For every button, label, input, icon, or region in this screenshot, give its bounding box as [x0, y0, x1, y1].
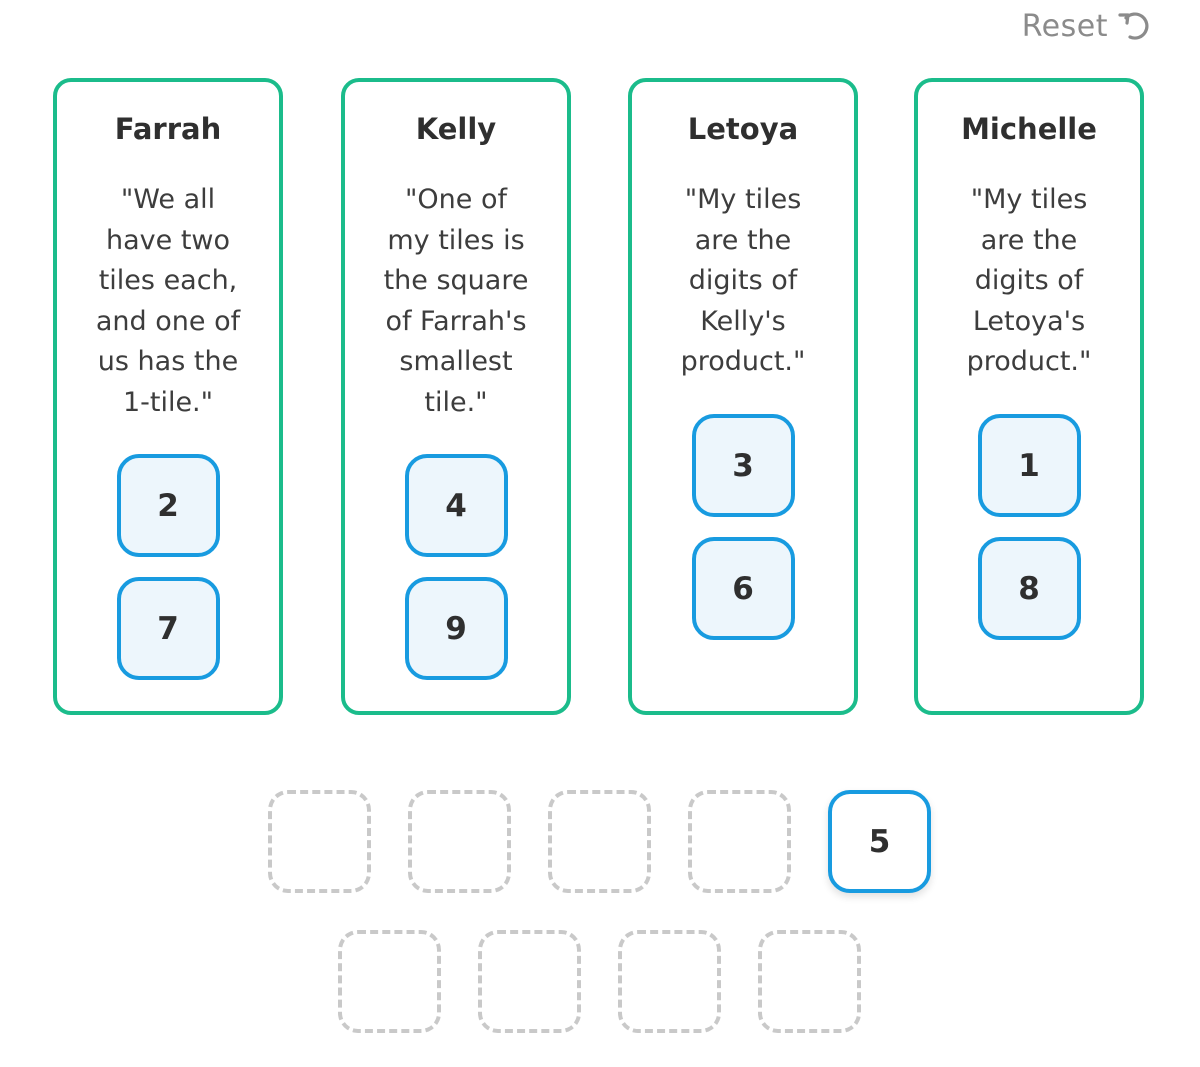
quote-line: "We all: [120, 184, 216, 215]
quote-line: smallest: [399, 346, 513, 377]
empty-tile-slot[interactable]: [408, 790, 511, 893]
card-tile-stack: 3 6: [632, 414, 854, 640]
number-tile[interactable]: 8: [977, 537, 1081, 640]
quote-line: the square: [383, 265, 529, 296]
quote-line: tiles each,: [98, 265, 238, 296]
card-tile-stack: 2 7: [57, 454, 279, 680]
number-tile[interactable]: 3: [691, 414, 795, 517]
quote-line: digits of: [688, 265, 798, 296]
quote-line: of Farrah's: [385, 305, 527, 337]
number-tile[interactable]: 1: [977, 414, 1081, 517]
quote-line: "One of: [404, 184, 507, 215]
quote-line: tile.": [424, 386, 488, 418]
card-quote: "My tiles are the digits of Kelly's prod…: [650, 180, 836, 383]
card-name: Kelly: [415, 112, 497, 146]
card-tile-stack: 4 9: [345, 454, 567, 680]
empty-tile-slot[interactable]: [478, 930, 581, 1033]
quote-line: digits of: [974, 265, 1084, 296]
number-tile[interactable]: 5: [828, 790, 931, 893]
person-card-farrah: Farrah "We all have two tiles each, and …: [53, 78, 283, 715]
quote-line: product.": [966, 346, 1092, 377]
empty-tile-slot[interactable]: [268, 790, 371, 893]
card-quote: "We all have two tiles each, and one of …: [75, 180, 261, 423]
quote-line: 1-tile.": [122, 386, 214, 418]
number-tile[interactable]: 9: [404, 577, 508, 680]
quote-line: "My tiles: [970, 184, 1088, 215]
quote-line: are the: [694, 224, 792, 256]
refresh-icon: [1118, 12, 1149, 40]
quote-line: product.": [680, 346, 806, 377]
empty-tile-slot[interactable]: [618, 930, 721, 1033]
person-card-letoya: Letoya "My tiles are the digits of Kelly…: [628, 78, 858, 715]
quote-line: "My tiles: [684, 184, 802, 215]
card-tile-stack: 1 8: [918, 414, 1140, 640]
empty-tile-slot[interactable]: [548, 790, 651, 893]
card-quote: "My tiles are the digits of Letoya's pro…: [936, 180, 1122, 383]
number-tile[interactable]: 4: [404, 454, 508, 557]
reset-button[interactable]: Reset: [1022, 4, 1150, 48]
person-card-michelle: Michelle "My tiles are the digits of Let…: [914, 78, 1144, 715]
card-name: Letoya: [687, 112, 799, 146]
quote-line: and one of: [95, 305, 241, 337]
empty-tile-slot[interactable]: [758, 930, 861, 1033]
number-tile[interactable]: 2: [116, 454, 220, 557]
empty-tile-slot[interactable]: [688, 790, 791, 893]
quote-line: have two: [105, 224, 231, 256]
tile-pool-row: [338, 930, 861, 1033]
number-tile[interactable]: 6: [691, 537, 795, 640]
person-card-kelly: Kelly "One of my tiles is the square of …: [341, 78, 571, 715]
quote-line: us has the: [97, 346, 239, 377]
card-quote: "One of my tiles is the square of Farrah…: [363, 180, 549, 423]
quote-line: Letoya's: [972, 305, 1086, 337]
quote-line: my tiles is: [387, 224, 525, 256]
card-name: Farrah: [114, 112, 222, 146]
number-tile[interactable]: 7: [116, 577, 220, 680]
quote-line: are the: [980, 224, 1078, 256]
tile-pool-row: 5: [268, 790, 931, 893]
quote-line: Kelly's: [700, 305, 786, 337]
empty-tile-slot[interactable]: [338, 930, 441, 1033]
card-name: Michelle: [961, 112, 1097, 146]
reset-label: Reset: [1021, 8, 1108, 44]
